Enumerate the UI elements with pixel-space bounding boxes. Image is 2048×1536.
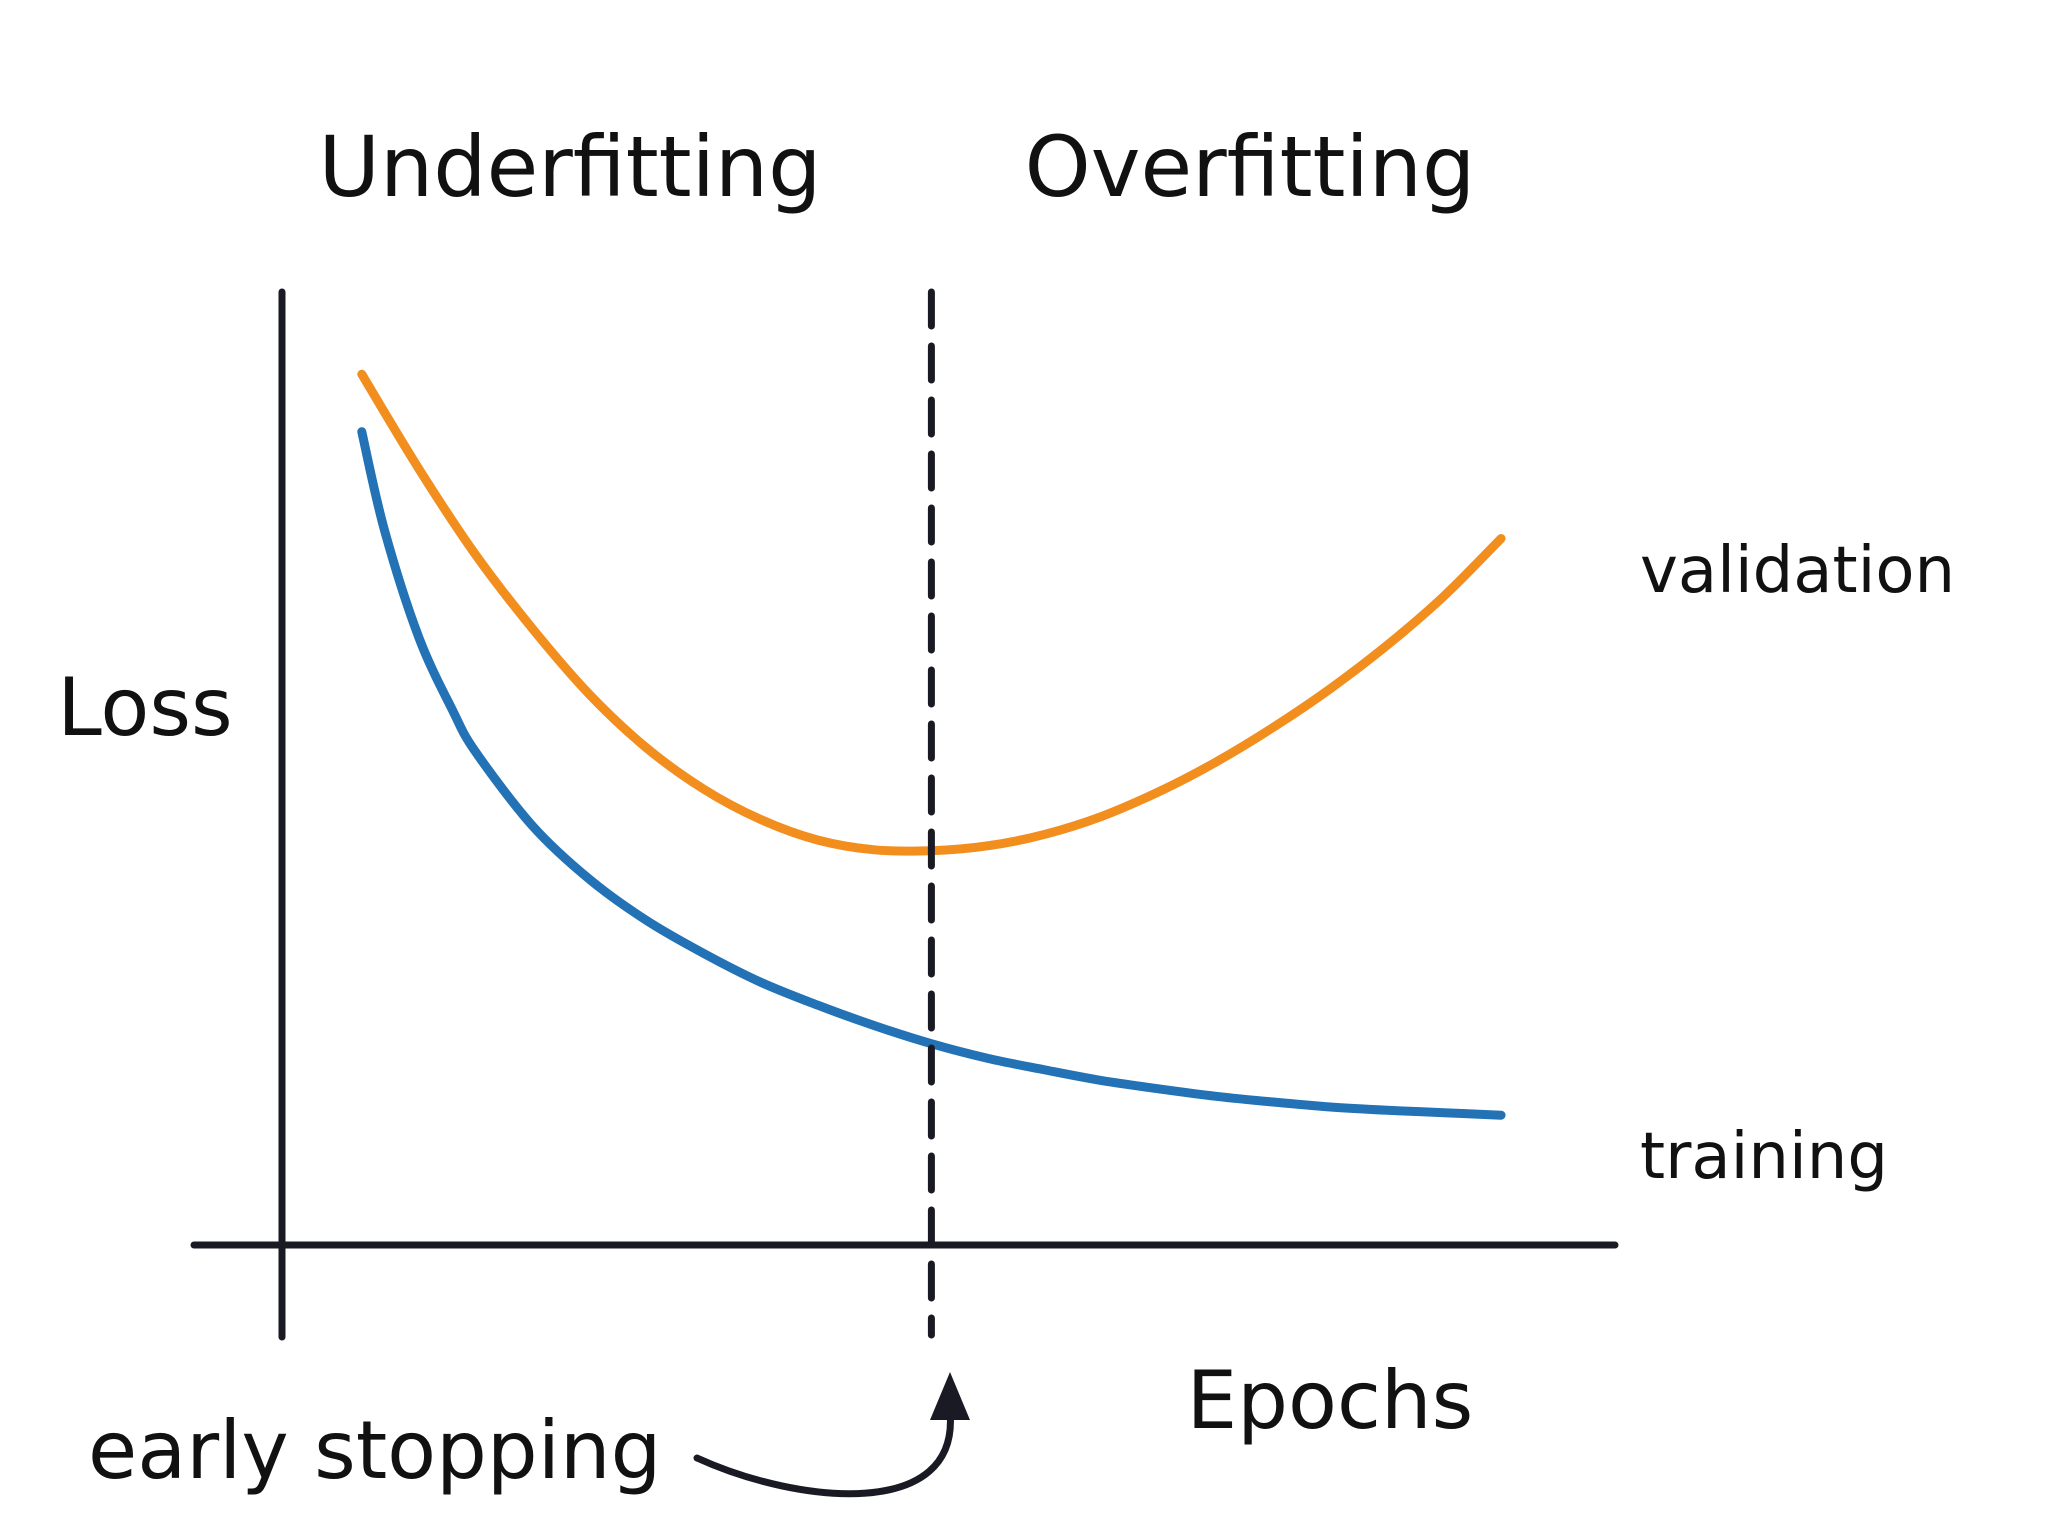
region-label-underfitting: Underfitting <box>319 118 822 216</box>
series-line-training <box>357 427 1506 1120</box>
series-line-validation <box>357 369 1506 856</box>
region-label-overfitting: Overfitting <box>1025 118 1476 216</box>
series-label-validation: validation <box>1640 534 1955 608</box>
series-label-training: training <box>1640 1120 1888 1194</box>
y-axis-label: Loss <box>57 661 232 754</box>
early-stopping-label: early stopping <box>88 1404 661 1497</box>
early-stopping-arrow <box>693 1408 954 1498</box>
early-stopping-arrowhead <box>930 1372 970 1420</box>
x-axis-label: Epochs <box>1187 1354 1474 1447</box>
